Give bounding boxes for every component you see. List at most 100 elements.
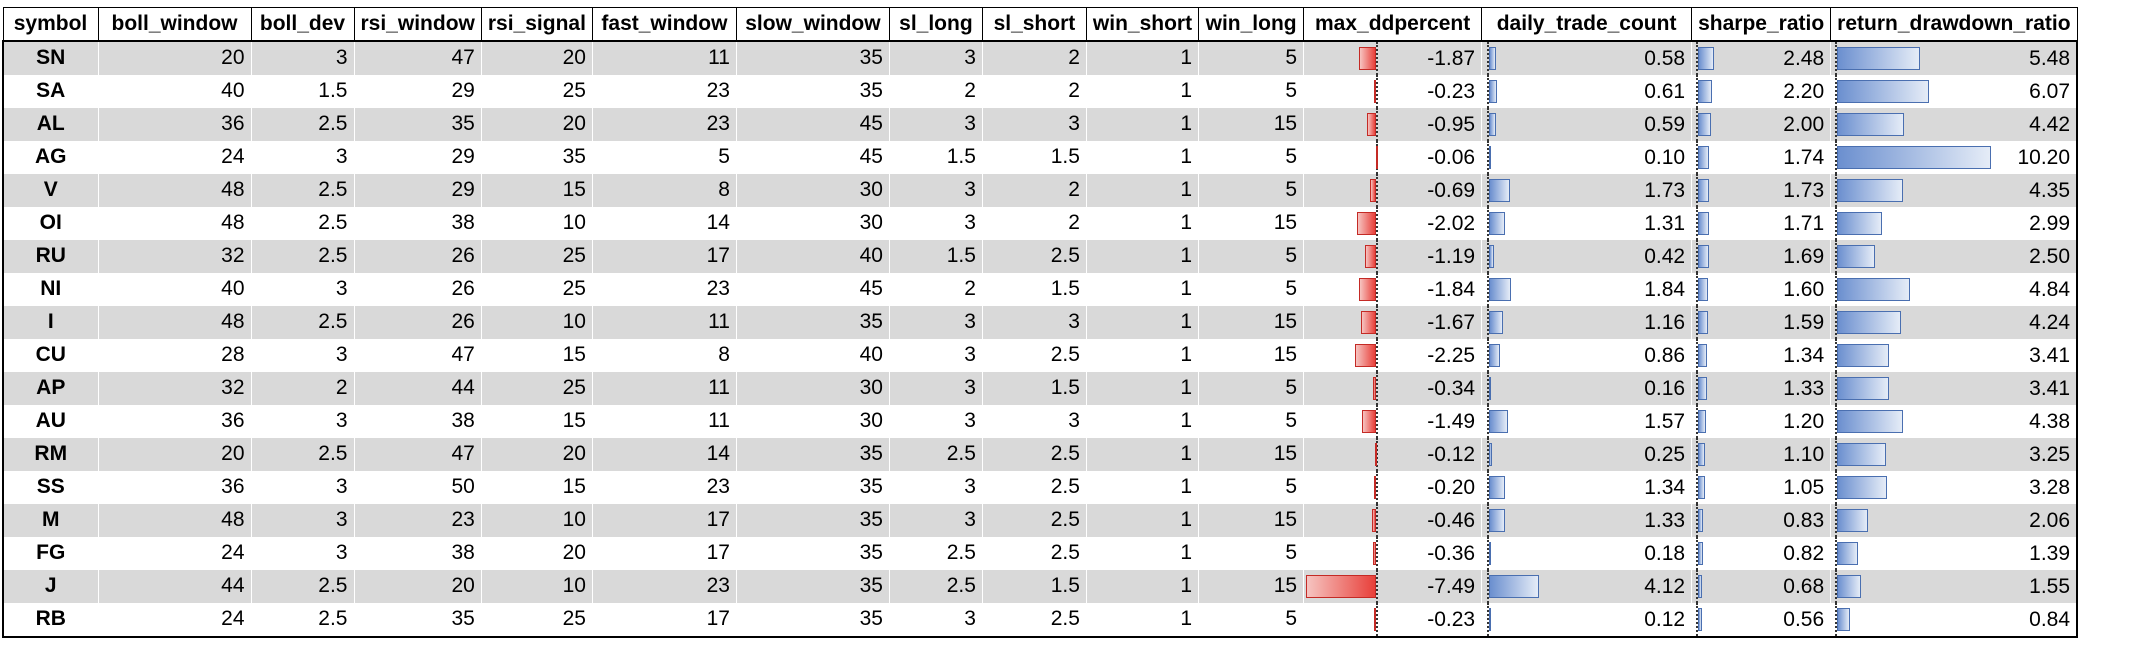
cell-daily-trade-count[interactable]: 1.57 — [1481, 404, 1693, 438]
cell-boll-dev[interactable]: 3 — [250, 503, 355, 537]
cell-boll-dev[interactable]: 2.5 — [250, 602, 355, 638]
cell-return-drawdown-ratio[interactable]: 4.84 — [1830, 272, 2079, 306]
cell-return-drawdown-ratio[interactable]: 5.48 — [1830, 40, 2079, 75]
cell-boll-window[interactable]: 24 — [97, 602, 252, 638]
cell-win-short[interactable]: 1 — [1085, 503, 1200, 537]
cell-rsi-window[interactable]: 47 — [353, 40, 482, 75]
cell-daily-trade-count[interactable]: 0.10 — [1481, 140, 1693, 174]
cell-rsi-window[interactable]: 35 — [353, 602, 482, 638]
cell-return-drawdown-ratio[interactable]: 4.38 — [1830, 404, 2079, 438]
header-fast-window[interactable]: fast_window — [591, 7, 737, 42]
cell-slow-window[interactable]: 35 — [735, 569, 890, 603]
cell-max-ddpercent[interactable]: -0.20 — [1303, 470, 1483, 504]
cell-boll-window[interactable]: 44 — [97, 569, 252, 603]
cell-rsi-window[interactable]: 26 — [353, 272, 482, 306]
cell-symbol[interactable]: SS — [2, 470, 99, 504]
cell-sl-short[interactable]: 3 — [981, 305, 1087, 339]
cell-win-long[interactable]: 15 — [1198, 503, 1305, 537]
header-symbol[interactable]: symbol — [2, 7, 99, 42]
cell-fast-window[interactable]: 11 — [591, 40, 737, 75]
cell-fast-window[interactable]: 23 — [591, 569, 737, 603]
cell-symbol[interactable]: AP — [2, 371, 99, 405]
cell-sl-short[interactable]: 2 — [981, 40, 1087, 75]
cell-sharpe-ratio[interactable]: 1.20 — [1691, 404, 1832, 438]
cell-fast-window[interactable]: 14 — [591, 437, 737, 471]
cell-slow-window[interactable]: 45 — [735, 107, 890, 141]
cell-return-drawdown-ratio[interactable]: 6.07 — [1830, 74, 2079, 108]
cell-sharpe-ratio[interactable]: 1.74 — [1691, 140, 1832, 174]
cell-sharpe-ratio[interactable]: 1.59 — [1691, 305, 1832, 339]
cell-sl-long[interactable]: 3 — [888, 470, 983, 504]
cell-slow-window[interactable]: 35 — [735, 602, 890, 638]
cell-rsi-window[interactable]: 20 — [353, 569, 482, 603]
cell-sl-long[interactable]: 1.5 — [888, 140, 983, 174]
cell-win-short[interactable]: 1 — [1085, 371, 1200, 405]
cell-daily-trade-count[interactable]: 4.12 — [1481, 569, 1693, 603]
cell-fast-window[interactable]: 23 — [591, 470, 737, 504]
header-slow-window[interactable]: slow_window — [735, 7, 890, 42]
cell-slow-window[interactable]: 35 — [735, 536, 890, 570]
cell-rsi-signal[interactable]: 20 — [480, 536, 593, 570]
cell-symbol[interactable]: RU — [2, 239, 99, 273]
cell-rsi-signal[interactable]: 25 — [480, 239, 593, 273]
cell-sl-short[interactable]: 2.5 — [981, 338, 1087, 372]
cell-boll-dev[interactable]: 2.5 — [250, 437, 355, 471]
cell-boll-window[interactable]: 24 — [97, 536, 252, 570]
cell-fast-window[interactable]: 11 — [591, 404, 737, 438]
cell-boll-dev[interactable]: 3 — [250, 470, 355, 504]
cell-rsi-window[interactable]: 38 — [353, 536, 482, 570]
header-sharpe-ratio[interactable]: sharpe_ratio — [1691, 7, 1832, 42]
cell-boll-dev[interactable]: 2 — [250, 371, 355, 405]
cell-boll-dev[interactable]: 3 — [250, 338, 355, 372]
cell-slow-window[interactable]: 30 — [735, 173, 890, 207]
header-win-long[interactable]: win_long — [1198, 7, 1305, 42]
cell-sl-long[interactable]: 3 — [888, 602, 983, 638]
cell-max-ddpercent[interactable]: -2.25 — [1303, 338, 1483, 372]
cell-fast-window[interactable]: 8 — [591, 173, 737, 207]
cell-max-ddpercent[interactable]: -0.34 — [1303, 371, 1483, 405]
cell-slow-window[interactable]: 35 — [735, 40, 890, 75]
cell-return-drawdown-ratio[interactable]: 1.55 — [1830, 569, 2079, 603]
cell-symbol[interactable]: SA — [2, 74, 99, 108]
cell-boll-dev[interactable]: 3 — [250, 272, 355, 306]
cell-sl-long[interactable]: 1.5 — [888, 239, 983, 273]
cell-sl-short[interactable]: 1.5 — [981, 569, 1087, 603]
cell-sharpe-ratio[interactable]: 1.33 — [1691, 371, 1832, 405]
cell-sharpe-ratio[interactable]: 0.83 — [1691, 503, 1832, 537]
cell-boll-window[interactable]: 36 — [97, 107, 252, 141]
cell-win-short[interactable]: 1 — [1085, 140, 1200, 174]
cell-sharpe-ratio[interactable]: 1.60 — [1691, 272, 1832, 306]
cell-boll-dev[interactable]: 2.5 — [250, 206, 355, 240]
cell-boll-window[interactable]: 36 — [97, 470, 252, 504]
cell-sl-long[interactable]: 3 — [888, 338, 983, 372]
cell-rsi-window[interactable]: 47 — [353, 338, 482, 372]
cell-slow-window[interactable]: 30 — [735, 371, 890, 405]
cell-win-long[interactable]: 5 — [1198, 404, 1305, 438]
cell-win-long[interactable]: 5 — [1198, 74, 1305, 108]
cell-max-ddpercent[interactable]: -1.19 — [1303, 239, 1483, 273]
cell-win-long[interactable]: 5 — [1198, 371, 1305, 405]
cell-sharpe-ratio[interactable]: 1.34 — [1691, 338, 1832, 372]
cell-max-ddpercent[interactable]: -2.02 — [1303, 206, 1483, 240]
cell-fast-window[interactable]: 11 — [591, 305, 737, 339]
cell-sl-long[interactable]: 3 — [888, 371, 983, 405]
cell-sl-short[interactable]: 2.5 — [981, 503, 1087, 537]
cell-fast-window[interactable]: 8 — [591, 338, 737, 372]
cell-return-drawdown-ratio[interactable]: 4.42 — [1830, 107, 2079, 141]
cell-fast-window[interactable]: 17 — [591, 239, 737, 273]
cell-fast-window[interactable]: 5 — [591, 140, 737, 174]
cell-boll-window[interactable]: 20 — [97, 437, 252, 471]
cell-rsi-signal[interactable]: 15 — [480, 338, 593, 372]
cell-boll-dev[interactable]: 1.5 — [250, 74, 355, 108]
cell-win-short[interactable]: 1 — [1085, 536, 1200, 570]
cell-daily-trade-count[interactable]: 0.12 — [1481, 602, 1693, 638]
cell-sl-long[interactable]: 3 — [888, 503, 983, 537]
cell-sl-long[interactable]: 2.5 — [888, 437, 983, 471]
cell-win-short[interactable]: 1 — [1085, 74, 1200, 108]
cell-win-short[interactable]: 1 — [1085, 173, 1200, 207]
cell-slow-window[interactable]: 30 — [735, 404, 890, 438]
cell-max-ddpercent[interactable]: -0.06 — [1303, 140, 1483, 174]
header-win-short[interactable]: win_short — [1085, 7, 1200, 42]
cell-max-ddpercent[interactable]: -0.23 — [1303, 74, 1483, 108]
cell-boll-window[interactable]: 32 — [97, 371, 252, 405]
